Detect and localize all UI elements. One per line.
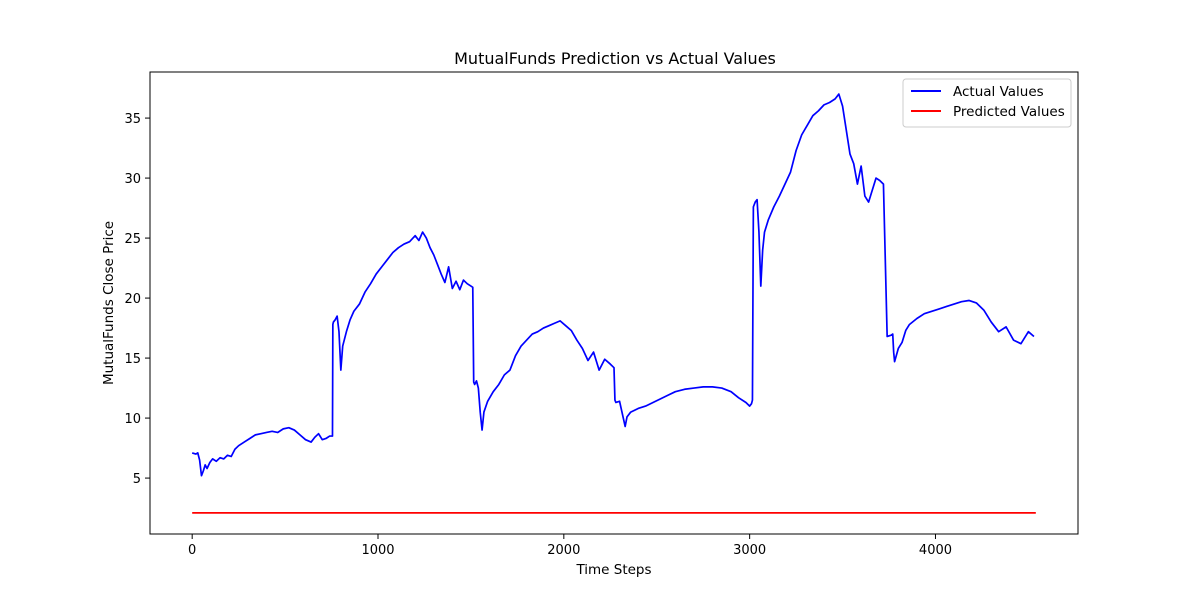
plot-area-frame (149, 71, 1079, 535)
y-axis: 5 10 15 20 25 30 35 (124, 112, 150, 487)
x-axis-label: Time Steps (575, 562, 651, 578)
y-tick-label: 35 (124, 112, 141, 127)
x-tick-label: 1000 (361, 543, 394, 558)
y-tick-label: 25 (124, 232, 141, 247)
chart-title: MutualFunds Prediction vs Actual Values (454, 49, 776, 68)
legend-label-actual-values: Actual Values (953, 84, 1044, 100)
x-tick-label: 4000 (919, 543, 952, 558)
legend-frame (902, 78, 1072, 128)
y-tick-label: 15 (124, 352, 141, 367)
x-tick-label: 0 (188, 543, 196, 558)
legend-label-predicted-values: Predicted Values (953, 104, 1065, 120)
y-axis-label: MutualFunds Close Price (101, 221, 117, 385)
series-line-actual-values (191, 93, 1035, 477)
y-tick-label: 10 (124, 412, 141, 427)
series-layer (191, 93, 1036, 514)
x-tick-label: 2000 (547, 543, 580, 558)
x-axis: 0 1000 2000 3000 4000 (188, 534, 952, 558)
x-tick-label: 3000 (733, 543, 766, 558)
y-tick-label: 5 (133, 472, 141, 487)
y-tick-label: 20 (124, 292, 141, 307)
legend: Actual Values Predicted Values (902, 78, 1072, 128)
y-tick-label: 30 (124, 172, 141, 187)
